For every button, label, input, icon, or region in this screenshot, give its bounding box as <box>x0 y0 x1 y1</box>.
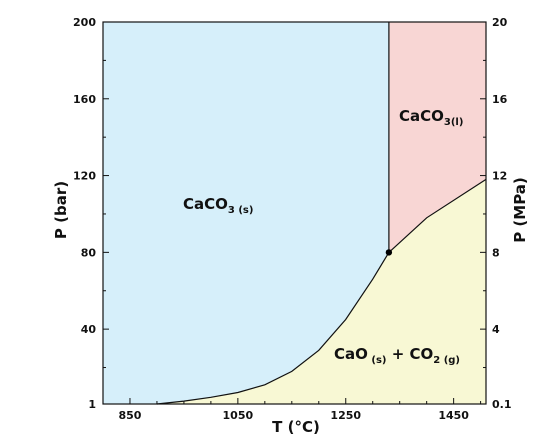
region-cao-co2 <box>156 179 486 404</box>
y-tick-label-left: 80 <box>81 246 97 259</box>
boundary-layer <box>156 22 487 405</box>
x-tick-label: 850 <box>118 409 141 422</box>
triple-point-marker <box>385 249 393 256</box>
plot-frame <box>102 21 487 405</box>
y-tick-label-left: 1 <box>88 398 96 411</box>
y-tick-label-left: 160 <box>73 93 96 106</box>
y-tick-label-right: 0.1 <box>492 398 512 411</box>
y-axis-title-left: P (bar) <box>52 181 70 239</box>
label-caco3-solid: CaCO3 (s) <box>183 195 253 216</box>
y-tick-label-right: 12 <box>492 170 507 183</box>
label-cao-co2: CaO (s) + CO2 (g) <box>334 345 460 366</box>
y-tick-label-right: 20 <box>492 16 508 29</box>
ticks-layer: 850 1050 1250 1450 1 40 80 120 160 200 0.1 4 8 12 16 20 <box>73 16 511 422</box>
liquid-boundary <box>388 178 487 253</box>
y-tick-label-left: 200 <box>73 16 96 29</box>
y-tick-label-right: 8 <box>492 246 500 259</box>
y-tick-label-left: 120 <box>73 170 96 183</box>
x-tick-label: 1450 <box>438 409 469 422</box>
x-tick-label: 1250 <box>330 409 361 422</box>
label-caco3-liquid: CaCO3(l) <box>399 107 463 128</box>
y-tick-label-right: 16 <box>492 93 508 106</box>
y-axis-title-right: P (MPa) <box>511 177 529 243</box>
y-tick-label-right: 4 <box>492 323 500 336</box>
x-tick-label: 1050 <box>223 409 254 422</box>
decomposition-curve <box>156 252 390 405</box>
x-axis-title: T (°C) <box>272 418 320 436</box>
y-tick-label-left: 40 <box>81 323 97 336</box>
region-caco3-solid <box>103 22 389 404</box>
